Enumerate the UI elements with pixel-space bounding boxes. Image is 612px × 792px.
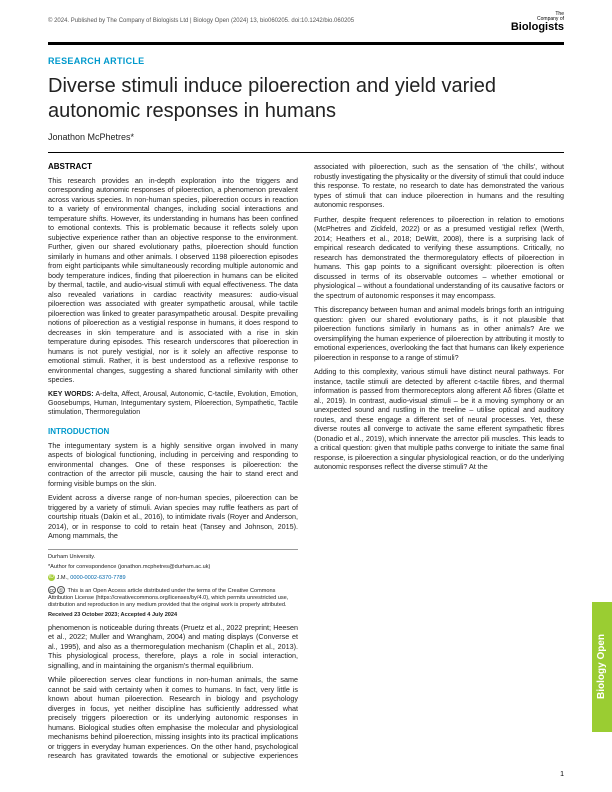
col2-p5: Adding to this complexity, various stimu… (314, 367, 564, 472)
intro-heading: INTRODUCTION (48, 427, 298, 438)
intro-p1: The integumentary system is a highly sen… (48, 441, 298, 489)
author-line: Jonathon McPhetres* (48, 132, 134, 142)
intro-p2: Evident across a diverse range of non-hu… (48, 493, 298, 541)
article-title: Diverse stimuli induce piloerection and … (48, 74, 564, 124)
orcid-author: J.M., (57, 575, 69, 581)
abstract-body: This research provides an in-depth explo… (48, 176, 298, 385)
col2-p1: phenomenon is noticeable during threats … (48, 623, 298, 671)
cc-icon: cc (48, 586, 56, 594)
keywords-label: KEY WORDS: (48, 391, 94, 398)
col2-p4: This discrepancy between human and anima… (314, 305, 564, 362)
body-columns: ABSTRACT This research provides an in-de… (48, 162, 564, 766)
keywords: KEY WORDS: A-delta, Affect, Arousal, Aut… (48, 390, 298, 418)
correspondence: *Author for correspondence (jonathon.mcp… (48, 564, 298, 571)
orcid-id[interactable]: 0000-0002-6370-7789 (70, 575, 125, 581)
header-bar: © 2024. Published by The Company of Biol… (48, 18, 564, 24)
orcid-line: iD J.M., 0000-0002-6370-7789 (48, 574, 298, 582)
rule-mid (48, 152, 564, 153)
copyright-text: © 2024. Published by The Company of Biol… (48, 18, 354, 24)
orcid-icon: iD (48, 574, 55, 581)
page-number: 1 (560, 771, 564, 778)
license-text: This is an Open Access article distribut… (48, 588, 288, 609)
footer-block: Durham University. *Author for correspon… (48, 549, 298, 620)
logo-big: Biologists (511, 21, 564, 33)
rule-top (48, 42, 564, 45)
section-label: RESEARCH ARTICLE (48, 56, 144, 66)
affiliation: Durham University. (48, 554, 298, 561)
publisher-logo: The Company of Biologists (511, 12, 564, 33)
col2-p3: Further, despite frequent references to … (314, 215, 564, 301)
by-icon: ① (57, 586, 65, 594)
dates: Received 23 October 2023; Accepted 4 Jul… (48, 612, 298, 619)
abstract-heading: ABSTRACT (48, 162, 298, 173)
journal-tab: Biology Open (592, 602, 612, 732)
license-line: cc① This is an Open Access article distr… (48, 586, 298, 610)
